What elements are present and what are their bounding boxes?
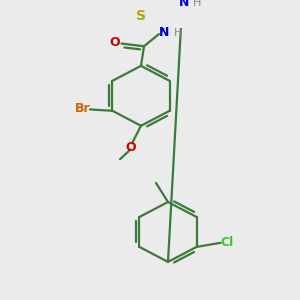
Text: O: O	[110, 37, 120, 50]
Text: S: S	[136, 9, 146, 23]
Text: Br: Br	[75, 102, 90, 116]
Text: O: O	[125, 141, 136, 154]
Text: H: H	[173, 28, 182, 38]
Text: H: H	[193, 0, 202, 8]
Text: Cl: Cl	[220, 236, 234, 248]
Text: N: N	[179, 0, 189, 9]
Text: N: N	[159, 26, 170, 39]
